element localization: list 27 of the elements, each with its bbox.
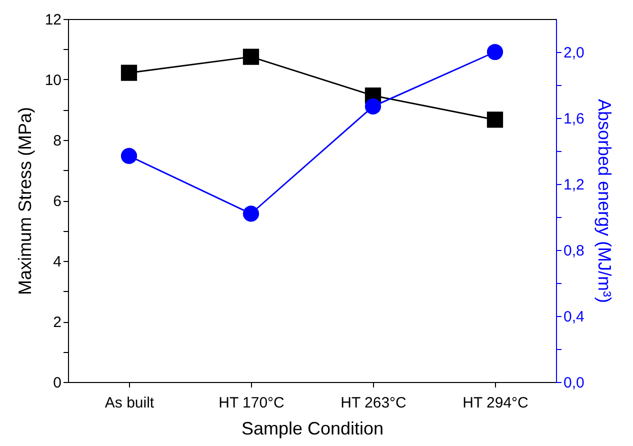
y-tick-label: 6	[53, 193, 62, 210]
point	[120, 148, 138, 164]
y-tick-label: 10	[44, 72, 62, 89]
y2-tick-label: 0,0	[564, 374, 584, 392]
x-tick-label: As built	[104, 394, 155, 412]
point	[486, 112, 504, 128]
y2-tick-label: 2,0	[564, 44, 584, 62]
point	[364, 98, 382, 114]
x-tick-label: HT 170°C	[218, 394, 285, 412]
y-tick-label: 2	[53, 314, 62, 331]
y-tick-label: 8	[53, 132, 62, 150]
y2-tick-label: 0,8	[564, 242, 584, 260]
y2-tick-label: 1,2	[564, 176, 584, 194]
y2-tick-label: 1,6	[564, 110, 584, 128]
point	[242, 48, 260, 65]
point	[120, 64, 138, 81]
y-tick-label: 4	[53, 254, 62, 270]
y-tick-label: 12	[44, 12, 62, 28]
point	[242, 206, 260, 222]
y-axis-title: Maximum Stress (MPa)	[14, 106, 35, 296]
y-tick-label: 0	[53, 374, 62, 392]
point	[486, 44, 504, 60]
x-axis-title: Sample Condition	[241, 418, 384, 438]
x-tick-label: HT 294°C	[462, 394, 529, 412]
x-tick-label: HT 263°C	[340, 394, 407, 412]
y2-axis-title: Absorbed energy (MJ/m³)	[594, 98, 614, 304]
y2-tick-label: 0,4	[564, 308, 584, 326]
